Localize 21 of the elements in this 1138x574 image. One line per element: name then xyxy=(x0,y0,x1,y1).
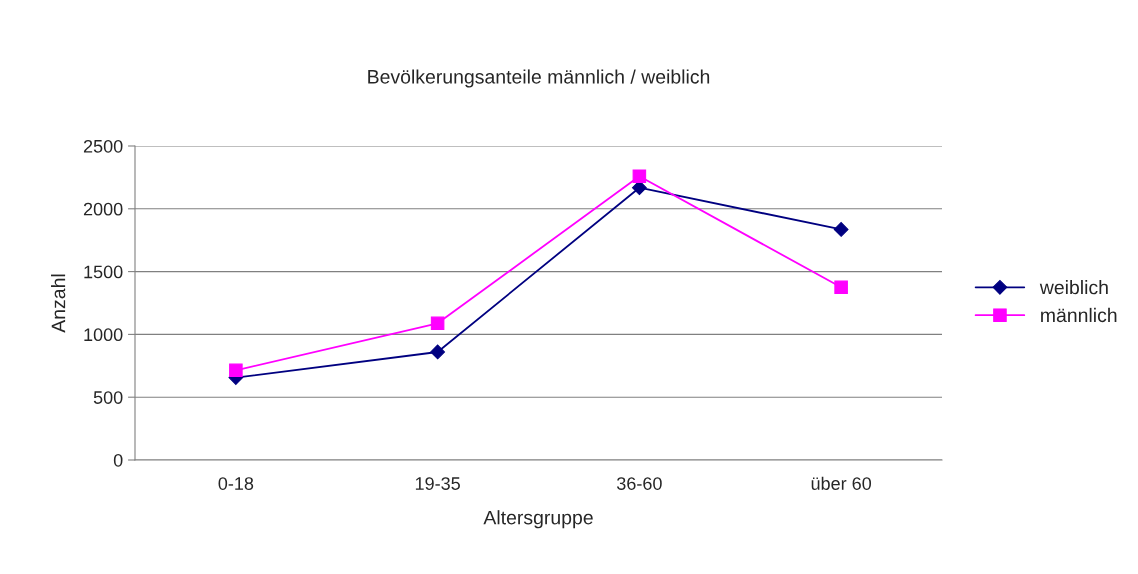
y-axis-title: Anzahl xyxy=(51,274,66,333)
x-tick-label: 36-60 xyxy=(616,477,662,490)
y-tick-label: 1000 xyxy=(84,328,123,342)
chart-title: Bevölkerungsanteile männlich / weiblich xyxy=(368,69,710,88)
y-tick-label: 2000 xyxy=(83,202,123,216)
y-tick-label: 1500 xyxy=(84,265,123,279)
point xyxy=(430,316,445,331)
point xyxy=(834,280,848,295)
y-tick-label: 0 xyxy=(113,453,123,467)
legend-label: weiblich xyxy=(1039,280,1108,295)
x-tick-label: über 60 xyxy=(811,476,872,490)
legend-label: männlich xyxy=(1041,307,1117,323)
point xyxy=(632,169,647,184)
point xyxy=(430,344,446,360)
point xyxy=(229,363,243,378)
x-tick-label: 0-18 xyxy=(218,477,254,490)
x-tick-label: 19-35 xyxy=(415,477,460,490)
y-tick-label: 2500 xyxy=(83,139,123,153)
y-tick-label: 500 xyxy=(93,391,123,404)
point xyxy=(833,222,849,237)
x-axis-title: Altersgruppe xyxy=(483,510,593,529)
